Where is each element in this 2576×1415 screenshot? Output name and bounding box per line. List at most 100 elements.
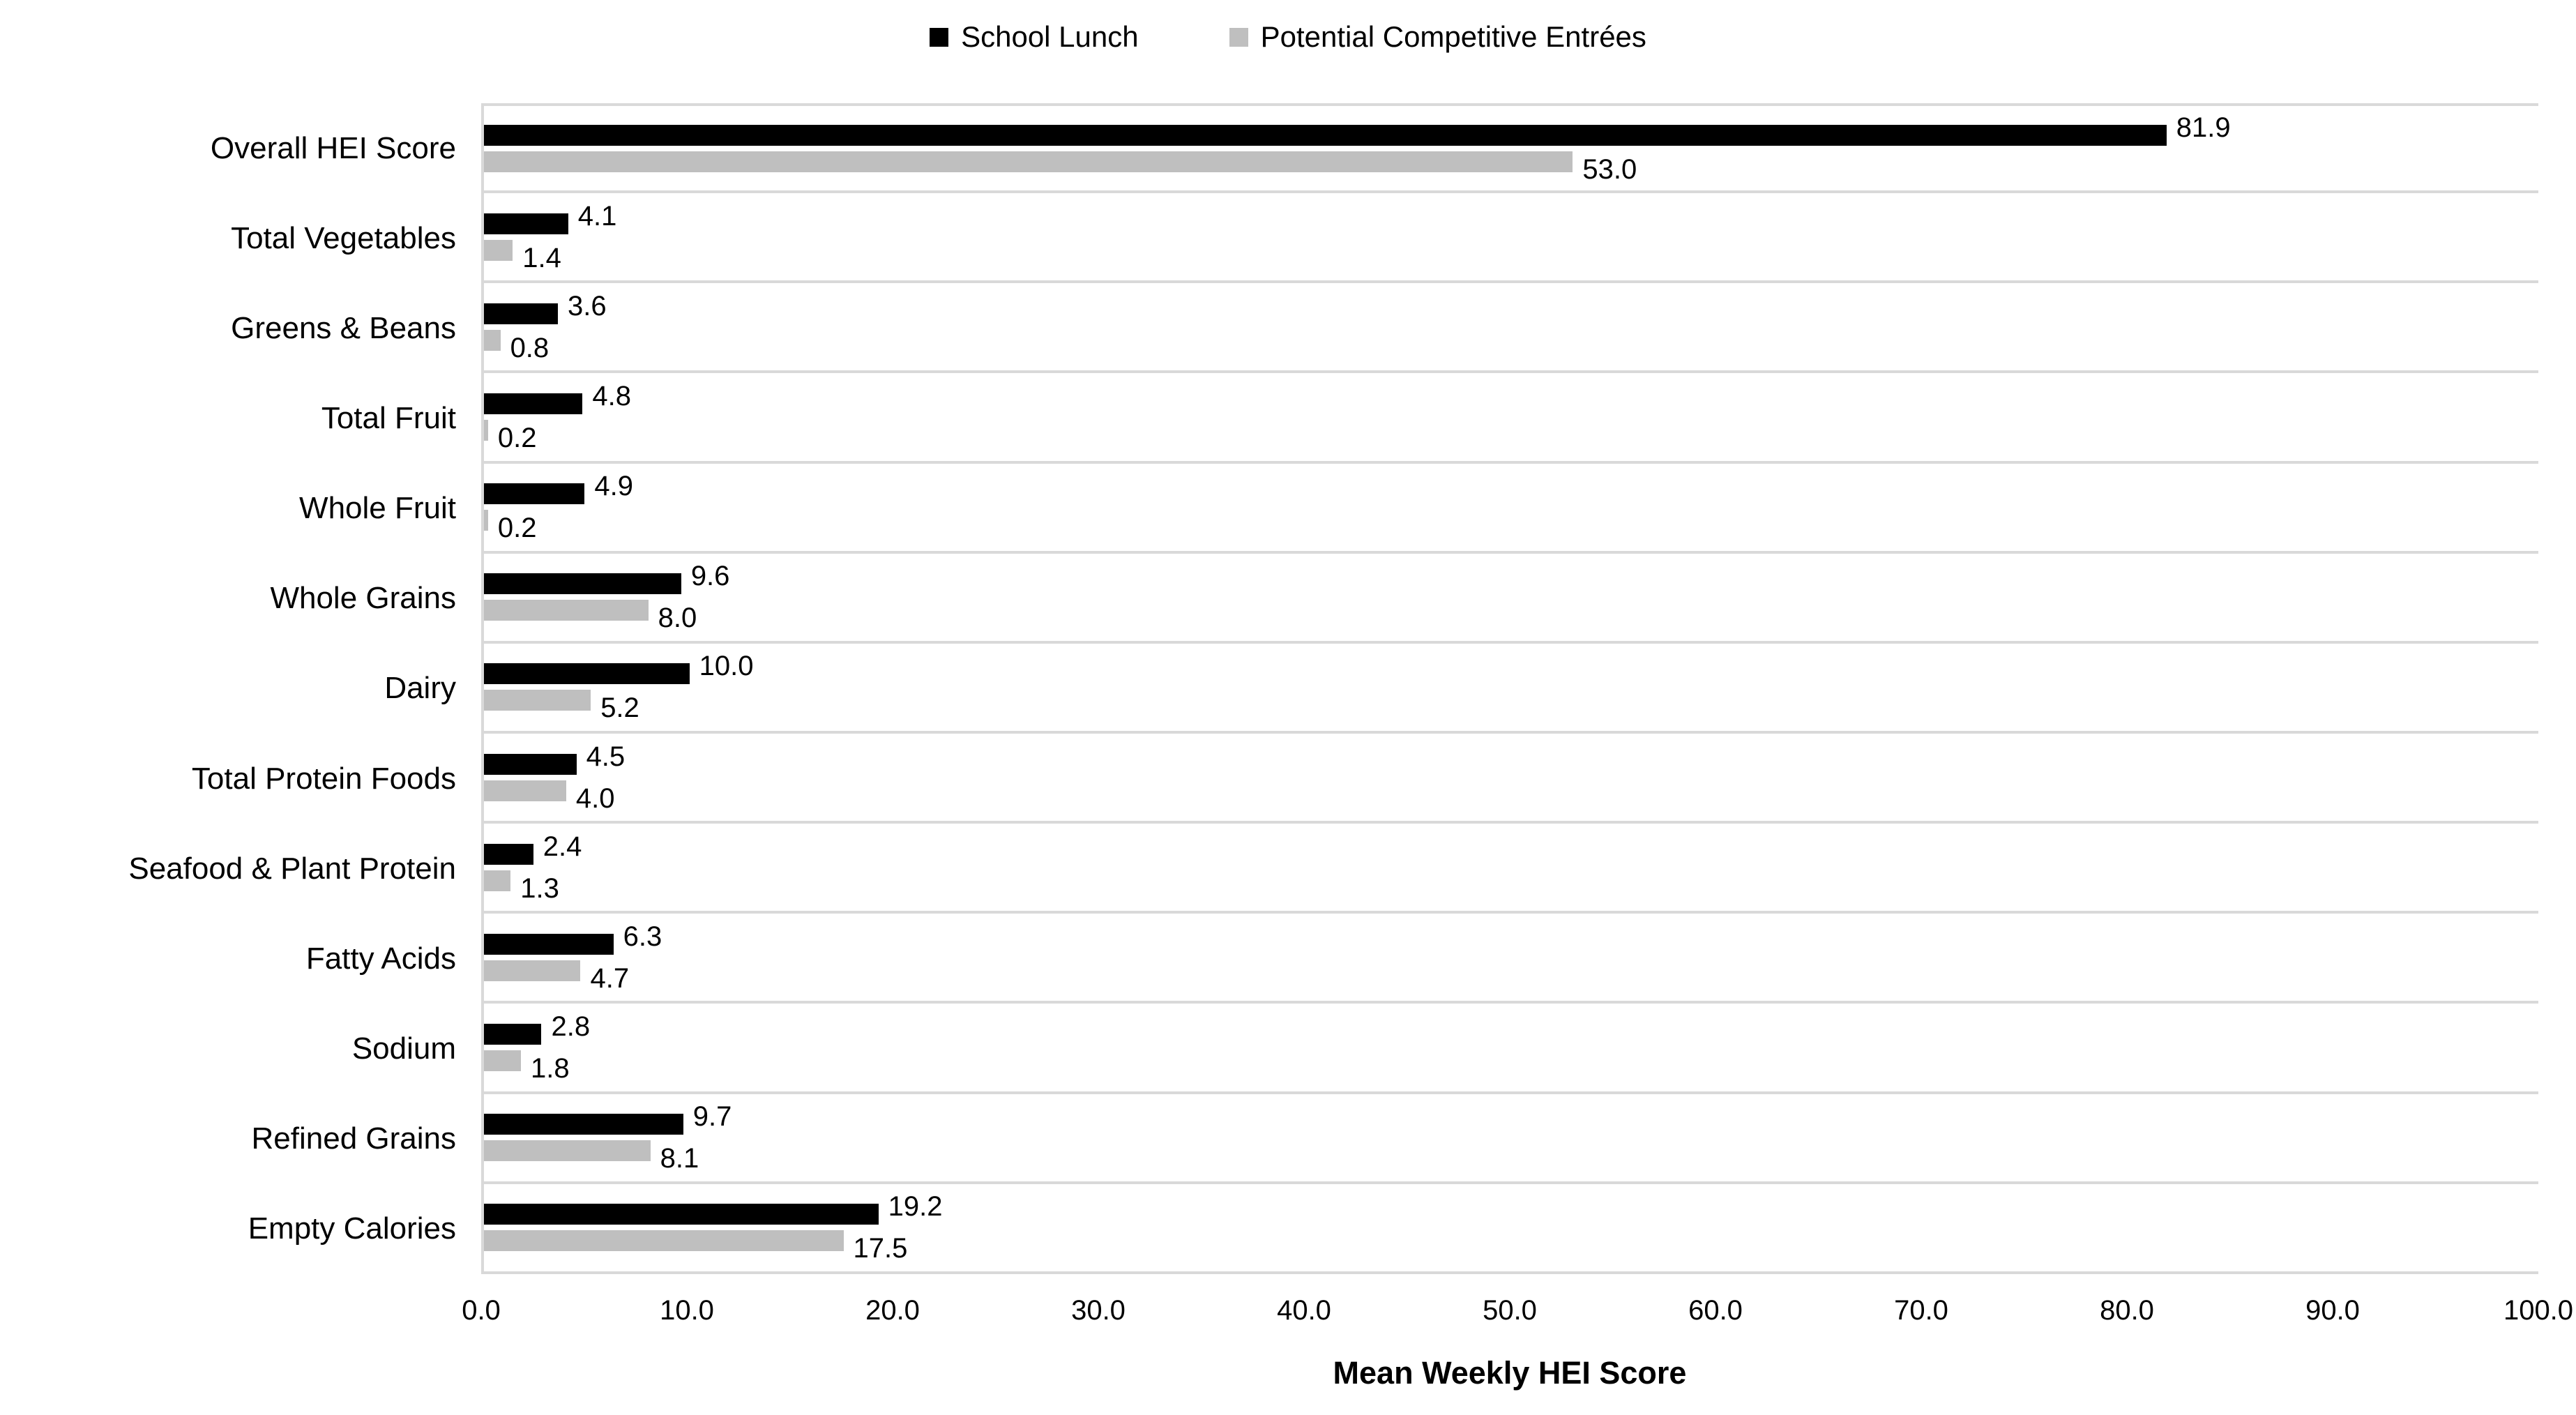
bar-competitive-entrees: 0.2 (484, 419, 2538, 452)
x-tick-label: 40.0 (1277, 1294, 1331, 1326)
bar-value-competitive-entrees: 0.2 (497, 513, 537, 544)
category-band: 9.6 8.0 (481, 553, 2538, 644)
category-label: Whole Grains (270, 581, 456, 616)
bar-value-competitive-entrees: 5.2 (600, 693, 639, 724)
bar-school-lunch: 81.9 (484, 114, 2538, 146)
bar-rect-school-lunch (484, 303, 559, 324)
bar-value-competitive-entrees: 0.8 (510, 332, 550, 363)
bar-value-competitive-entrees: 8.0 (658, 603, 697, 634)
bar-rect-competitive-entrees (484, 870, 511, 891)
bar-value-competitive-entrees: 8.1 (660, 1143, 699, 1174)
bar-rect-school-lunch (484, 124, 2167, 146)
bar-school-lunch: 4.8 (484, 382, 2538, 414)
category-label: Refined Grains (251, 1121, 456, 1156)
bar-rect-competitive-entrees (484, 600, 649, 621)
legend-label-competitive-entrees: Potential Competitive Entrées (1260, 20, 1646, 53)
bar-value-school-lunch: 9.7 (692, 1101, 732, 1133)
bar-value-school-lunch: 4.5 (586, 741, 626, 772)
category-band: 19.2 17.5 (481, 1183, 2538, 1274)
category-label: Seafood & Plant Protein (128, 851, 456, 886)
legend-swatch-competitive-entrees (1229, 27, 1248, 47)
bar-school-lunch: 19.2 (484, 1193, 2538, 1225)
legend-item-competitive-entrees: Potential Competitive Entrées (1229, 20, 1646, 54)
x-tick-label: 10.0 (660, 1294, 714, 1326)
bar-rect-competitive-entrees (484, 239, 513, 261)
chart-row: Overall HEI Score 81.9 53.0 (0, 103, 2538, 194)
category-label: Greens & Beans (231, 310, 456, 345)
category-band: 6.3 4.7 (481, 914, 2538, 1004)
bar-rect-school-lunch (484, 663, 690, 685)
category-label: Total Protein Foods (191, 761, 456, 796)
bar-value-competitive-entrees: 1.8 (531, 1052, 570, 1084)
bar-competitive-entrees: 1.4 (484, 239, 2538, 272)
bar-school-lunch: 3.6 (484, 292, 2538, 324)
bar-value-competitive-entrees: 1.4 (522, 242, 561, 273)
legend-item-school-lunch: School Lunch (930, 20, 1139, 54)
bar-rect-competitive-entrees (484, 419, 488, 441)
bar-rect-competitive-entrees (484, 1230, 844, 1252)
chart-row: Empty Calories 19.2 17.5 (0, 1183, 2538, 1274)
x-axis-title: Mean Weekly HEI Score (1333, 1354, 1687, 1391)
bar-value-school-lunch: 9.6 (690, 561, 730, 592)
bar-competitive-entrees: 5.2 (484, 690, 2538, 722)
legend-label-school-lunch: School Lunch (961, 20, 1139, 53)
bar-rect-competitive-entrees (484, 690, 591, 711)
bar-school-lunch: 10.0 (484, 652, 2538, 685)
chart-row: Whole Grains 9.6 8.0 (0, 553, 2538, 644)
x-axis: 0.0 10.0 20.0 30.0 40.0 50.0 60.0 70.0 80.0 90.0 1… (462, 1291, 2573, 1335)
bar-rect-school-lunch (484, 573, 681, 595)
bar-school-lunch: 4.1 (484, 202, 2538, 234)
category-label: Whole Fruit (299, 491, 456, 526)
chart-row: Greens & Beans 3.6 0.8 (0, 283, 2538, 374)
category-label: Total Vegetables (231, 220, 456, 255)
category-label: Empty Calories (248, 1211, 456, 1246)
bar-value-school-lunch: 3.6 (568, 290, 607, 321)
category-label: Fatty Acids (305, 941, 456, 976)
bar-value-competitive-entrees: 4.7 (590, 962, 630, 994)
x-tick-label: 0.0 (462, 1294, 501, 1326)
category-band: 10.0 5.2 (481, 643, 2538, 734)
chart-row: Total Fruit 4.8 0.2 (0, 373, 2538, 464)
bar-school-lunch: 4.9 (484, 472, 2538, 505)
bar-value-school-lunch: 81.9 (2176, 112, 2231, 143)
bar-value-competitive-entrees: 53.0 (1582, 153, 1637, 185)
chart-row: Total Protein Foods 4.5 4.0 (0, 733, 2538, 824)
bar-competitive-entrees: 53.0 (484, 151, 2538, 183)
bar-competitive-entrees: 4.0 (484, 780, 2538, 812)
category-label: Sodium (351, 1031, 456, 1066)
category-band: 3.6 0.8 (481, 283, 2538, 374)
category-band: 2.4 1.3 (481, 824, 2538, 914)
bar-rect-school-lunch (484, 753, 577, 775)
category-band: 4.9 0.2 (481, 463, 2538, 554)
x-tick-label: 100.0 (2503, 1294, 2574, 1326)
bar-rect-school-lunch (484, 1204, 879, 1225)
x-tick-label: 70.0 (1894, 1294, 1948, 1326)
bar-value-competitive-entrees: 0.2 (497, 422, 537, 453)
bar-school-lunch: 9.6 (484, 562, 2538, 595)
legend-swatch-school-lunch (930, 27, 949, 47)
bar-competitive-entrees: 8.1 (484, 1140, 2538, 1172)
bar-rect-competitive-entrees (484, 151, 1573, 172)
bar-rect-school-lunch (484, 213, 568, 234)
bar-rect-competitive-entrees (484, 960, 581, 981)
bar-rect-competitive-entrees (484, 510, 488, 531)
bar-value-school-lunch: 4.9 (594, 471, 633, 502)
bar-school-lunch: 2.4 (484, 833, 2538, 865)
x-tick-label: 60.0 (1688, 1294, 1743, 1326)
x-tick-label: 30.0 (1071, 1294, 1126, 1326)
bar-school-lunch: 2.8 (484, 1013, 2538, 1045)
category-band: 2.8 1.8 (481, 1004, 2538, 1094)
chart-row: Total Vegetables 4.1 1.4 (0, 193, 2538, 284)
bar-rect-competitive-entrees (484, 1140, 651, 1162)
category-label: Total Fruit (321, 400, 456, 435)
bar-competitive-entrees: 0.8 (484, 329, 2538, 362)
bar-value-competitive-entrees: 4.0 (575, 782, 615, 814)
chart-row: Whole Fruit 4.9 0.2 (0, 463, 2538, 554)
bar-value-school-lunch: 4.8 (592, 380, 632, 411)
bar-school-lunch: 9.7 (484, 1103, 2538, 1135)
bar-rect-competitive-entrees (484, 1050, 522, 1071)
bar-rect-school-lunch (484, 933, 614, 955)
bar-competitive-entrees: 0.2 (484, 510, 2538, 542)
chart-row: Refined Grains 9.7 8.1 (0, 1094, 2538, 1184)
